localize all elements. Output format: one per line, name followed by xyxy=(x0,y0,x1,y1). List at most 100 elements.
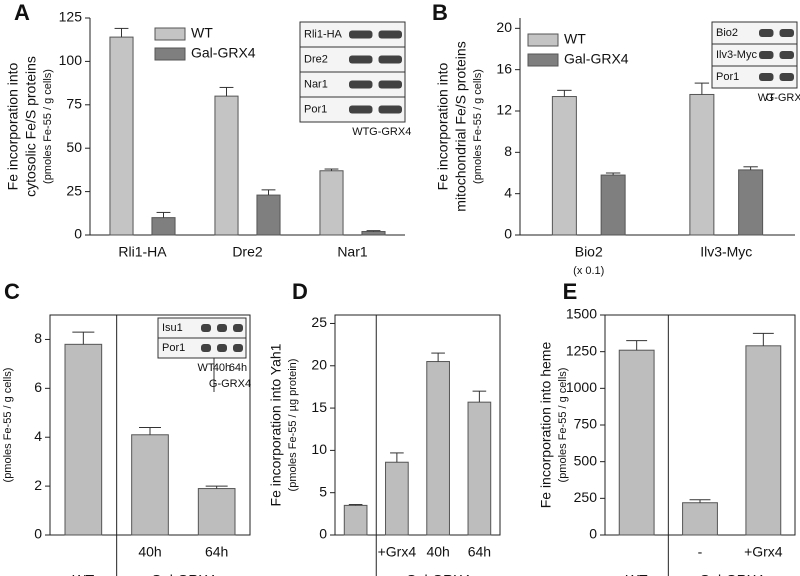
y-tick-label: 20 xyxy=(496,19,512,35)
x-tick-label: Nar1 xyxy=(337,244,368,260)
bar xyxy=(738,169,764,236)
bar xyxy=(745,345,782,536)
error-bar xyxy=(390,452,404,463)
y-tick-label: 500 xyxy=(574,452,598,468)
y-tick-label: 0 xyxy=(319,526,327,542)
blot-row-label: Nar1 xyxy=(304,78,328,90)
blot-band xyxy=(201,324,211,332)
legend-label: WT xyxy=(564,31,586,47)
y-tick-label: 100 xyxy=(59,52,83,68)
bar xyxy=(426,361,450,536)
error-bar xyxy=(472,390,487,403)
x-tick-label: Dre2 xyxy=(232,244,263,260)
y-tick-label: 1500 xyxy=(566,306,597,322)
panel-label: A xyxy=(14,0,30,25)
blot-band xyxy=(759,51,774,59)
x-tick-label: +Grx4 xyxy=(744,544,783,560)
bar xyxy=(343,504,368,536)
y-axis-subtitle: (pmoles Fe-55 / g cells) xyxy=(42,69,54,184)
x-tick-label: - xyxy=(353,572,358,576)
blot-band xyxy=(759,73,774,81)
blot-row-label: Por1 xyxy=(304,103,327,115)
group-label: Gal-GRX4 xyxy=(406,572,471,576)
y-tick-label: 5 xyxy=(319,483,327,499)
plot-frame xyxy=(334,314,501,536)
bar xyxy=(319,170,344,236)
error-bar xyxy=(431,352,445,362)
error-bar xyxy=(626,340,648,351)
blot-lane-label: WT xyxy=(197,362,214,374)
y-tick-label: 1250 xyxy=(566,342,597,358)
error-bar xyxy=(156,211,171,218)
bar xyxy=(109,36,134,236)
blot-band xyxy=(378,30,402,39)
y-tick-label: 15 xyxy=(311,399,327,415)
x-tick-label: +Grx4 xyxy=(378,544,417,560)
error-bar xyxy=(205,485,228,489)
group-label: Gal-GRX4 xyxy=(151,572,216,576)
error-bar xyxy=(324,168,339,171)
x-tick-label: WT xyxy=(626,572,648,576)
blot-row-label: Rli1-HA xyxy=(304,28,343,40)
bar xyxy=(682,502,718,536)
y-tick-label: 10 xyxy=(311,441,327,457)
legend-label: Gal-GRX4 xyxy=(564,51,629,67)
blot-band xyxy=(233,324,243,332)
x-tick-label: Ilv3-Myc xyxy=(700,244,752,260)
bar xyxy=(618,349,655,536)
y-axis-title: cytosolic Fe/S proteins xyxy=(23,56,39,197)
blot-band xyxy=(217,344,227,352)
y-axis-subtitle: (pmoles Fe-55 / g cells) xyxy=(472,69,484,184)
x-tick-note: (x 0.1) xyxy=(573,265,604,277)
y-tick-label: 6 xyxy=(34,379,42,395)
bar xyxy=(256,194,281,236)
x-tick-label: 64h xyxy=(468,544,491,560)
legend-label: WT xyxy=(191,25,213,41)
y-tick-label: 16 xyxy=(496,60,512,76)
error-bar xyxy=(366,230,381,232)
panel-label: B xyxy=(432,0,448,25)
x-tick-label: 40h xyxy=(426,544,449,560)
panel-label: D xyxy=(292,279,308,304)
y-tick-label: 8 xyxy=(504,143,512,159)
legend-swatch xyxy=(154,27,186,41)
y-tick-label: 2 xyxy=(34,477,42,493)
blot-band xyxy=(779,29,794,37)
group-label: Gal-GRX4 xyxy=(699,572,764,576)
x-tick-label: WT xyxy=(72,572,94,576)
x-tick-label: - xyxy=(698,544,703,560)
blot-row-label: Bio2 xyxy=(716,27,738,39)
blot-band xyxy=(378,105,402,114)
x-tick-label: 64h xyxy=(205,544,228,560)
blot-band xyxy=(779,51,794,59)
blot-band xyxy=(201,344,211,352)
bar xyxy=(131,434,169,536)
blot-row-label: Dre2 xyxy=(304,53,328,65)
y-tick-label: 4 xyxy=(504,184,512,200)
bar xyxy=(197,488,236,536)
y-tick-label: 0 xyxy=(34,526,42,542)
error-bar xyxy=(689,499,711,503)
bar xyxy=(151,217,176,236)
error-bar xyxy=(557,89,572,97)
error-bar xyxy=(114,27,129,38)
blot-band xyxy=(349,80,373,89)
blot-band xyxy=(217,324,227,332)
y-tick-label: 4 xyxy=(34,428,42,444)
blot-lane-label: G-GRX4 xyxy=(369,126,411,138)
blot-band xyxy=(759,29,774,37)
blot-band xyxy=(349,30,373,39)
bar xyxy=(214,95,239,236)
blot-band xyxy=(233,344,243,352)
y-tick-label: 125 xyxy=(59,9,83,25)
blot-row-label: Isu1 xyxy=(162,322,183,334)
y-axis-title: Fe incorporation into heme xyxy=(538,342,554,509)
y-axis-subtitle: (pmoles Fe-55 / g cells) xyxy=(557,368,569,483)
x-tick-label: Rli1-HA xyxy=(118,244,167,260)
y-tick-label: 250 xyxy=(574,489,598,505)
bar xyxy=(689,93,715,236)
y-axis-subtitle: (pmoles Fe-55 / g cells) xyxy=(2,368,14,483)
error-bar xyxy=(752,332,774,346)
blot-band xyxy=(378,55,402,64)
y-tick-label: 0 xyxy=(504,226,512,242)
